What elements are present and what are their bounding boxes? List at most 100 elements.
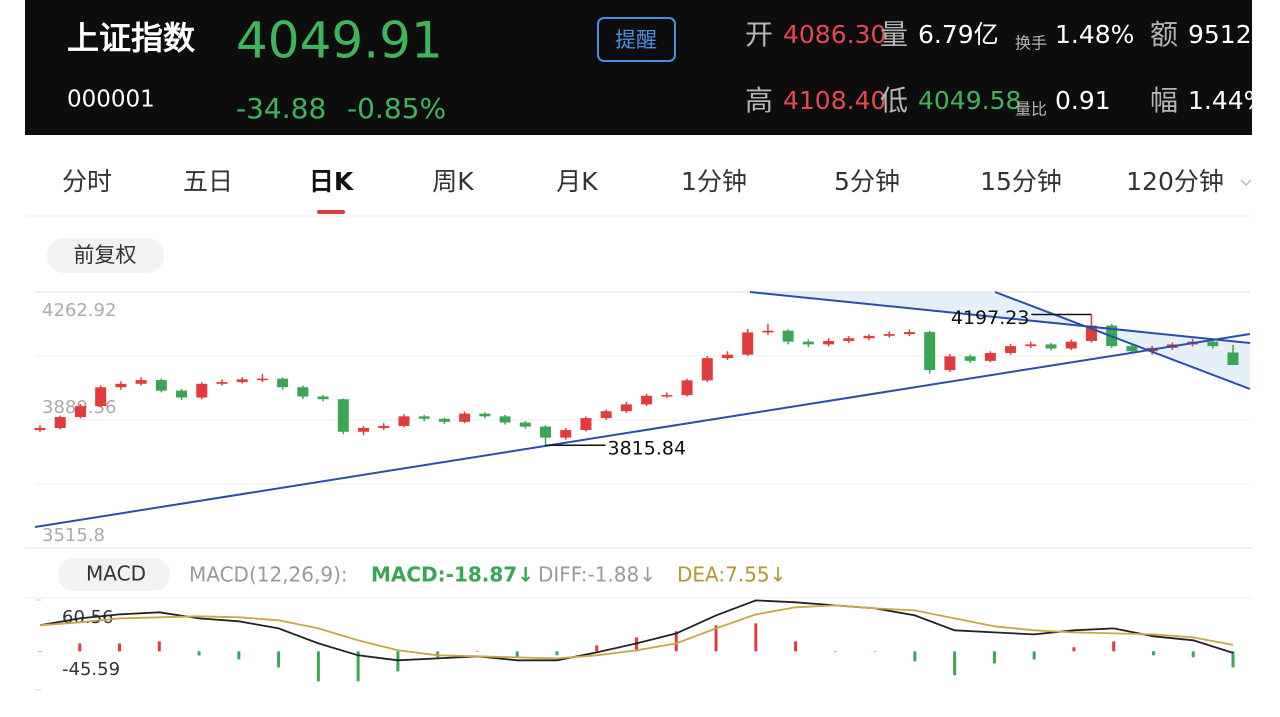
alert-button[interactable]: [597, 17, 676, 62]
candle-body: [95, 387, 107, 407]
annotation-label: 3815.84: [608, 438, 687, 460]
index-name: 上证指数: [67, 19, 196, 57]
adjust-button-label[interactable]: 前复权: [74, 243, 137, 267]
macd-bar: [833, 651, 837, 652]
candle-body: [681, 380, 693, 396]
macd-bar: [1191, 651, 1195, 658]
candle-body: [924, 332, 936, 371]
tab[interactable]: 日K: [309, 167, 355, 196]
candle-body: [418, 416, 430, 419]
candle-body: [721, 354, 733, 359]
macd-bar: [913, 651, 917, 662]
indicator-button[interactable]: [58, 558, 170, 591]
macd-bar: [953, 651, 957, 676]
stat-label: 开: [745, 18, 773, 51]
candle-body: [984, 352, 996, 361]
macd-bar: [396, 651, 400, 672]
index-code: 000001: [67, 87, 155, 113]
macd-bar: [157, 641, 161, 652]
alert-button-label[interactable]: 提醒: [615, 28, 657, 52]
candle-body: [1045, 344, 1057, 349]
tab[interactable]: 分时: [62, 167, 112, 196]
stat-label: 低: [880, 84, 908, 117]
indicator-params: MACD(12,26,9):: [189, 563, 348, 587]
stat-value: 9512: [1188, 20, 1252, 49]
right-edge: [1252, 0, 1280, 717]
macd-bar: [635, 637, 638, 652]
candle-body: [317, 396, 329, 400]
macd-bar: [674, 631, 678, 652]
tab[interactable]: 周K: [432, 167, 474, 196]
candle-body: [54, 417, 66, 429]
candle-body: [459, 413, 471, 422]
stat-label: 量: [880, 18, 908, 51]
adjust-button[interactable]: [47, 238, 164, 273]
candle-body: [1005, 346, 1017, 353]
stat-value: 0.91: [1055, 86, 1111, 115]
tab[interactable]: 120分钟: [1126, 167, 1224, 196]
candle-body: [903, 332, 915, 335]
candle-body: [135, 380, 147, 384]
macd-bar: [197, 651, 201, 656]
macd-bar: [475, 651, 479, 652]
candle-body: [337, 399, 349, 432]
macd-bar: [237, 651, 241, 660]
stat-label: 额: [1150, 18, 1178, 51]
macd-bar: [316, 651, 320, 682]
macd-bar: [515, 651, 519, 658]
candle-body: [883, 334, 895, 336]
macd-bar: [1072, 647, 1076, 652]
candle-body: [1126, 346, 1138, 352]
tab[interactable]: 月K: [556, 167, 598, 196]
indicator-readout: DEA:7.55↓: [677, 563, 786, 587]
candle-body: [479, 413, 491, 417]
candle-body: [1085, 325, 1097, 341]
candle-body: [1025, 344, 1037, 347]
candle-body: [641, 395, 653, 405]
candle-body: [155, 380, 167, 391]
tab[interactable]: 5分钟: [834, 167, 900, 196]
macd-bar: [1231, 651, 1235, 668]
stat-value: 1.44%: [1188, 86, 1267, 115]
stat-value: 4108.40: [783, 86, 886, 115]
candle-body: [782, 330, 794, 342]
candle-body: [438, 418, 450, 422]
indicator-readout: MACD:-18.87↓: [371, 563, 534, 587]
tab[interactable]: 五日: [183, 167, 233, 196]
candle-body: [519, 422, 531, 427]
tab[interactable]: 1分钟: [681, 167, 747, 196]
stat-label: 量比: [1015, 100, 1047, 119]
candle-body: [742, 332, 754, 355]
macd-bar: [356, 651, 360, 682]
candle-body: [802, 341, 814, 345]
trend-line: [994, 291, 1251, 390]
candle-body: [620, 404, 632, 412]
candle-body: [701, 358, 713, 381]
candle-body: [115, 383, 127, 388]
trend-line: [749, 291, 1251, 344]
candle-body: [256, 378, 268, 381]
macd-line: [39, 599, 1234, 662]
candle-body: [196, 383, 208, 398]
price-change: -34.88: [236, 92, 326, 125]
candle-body: [944, 356, 956, 371]
macd-bar: [873, 651, 877, 652]
indicator-readout: DIFF:-1.88↓: [538, 563, 656, 587]
candle-body: [540, 426, 552, 438]
candle-body: [1065, 341, 1077, 349]
candle-body: [661, 395, 673, 397]
stat-value: 1.48%: [1055, 20, 1134, 49]
y-tick-label: 3515.8: [42, 525, 105, 546]
annotation-label: 4197.23: [951, 307, 1030, 329]
candle-body: [34, 428, 46, 431]
stat-label: 换手: [1015, 34, 1047, 53]
macd-bar: [277, 651, 281, 668]
indicator-label[interactable]: MACD: [86, 562, 146, 586]
tab[interactable]: 15分钟: [980, 167, 1062, 196]
macd-bar: [555, 651, 559, 656]
candle-body: [176, 390, 188, 398]
stat-value: 6.79亿: [918, 20, 999, 49]
candle-body: [600, 411, 612, 419]
header-content: 上证指数 4049.91 000001 -34.88 -0.85% 提醒 开 40…: [67, 12, 1267, 126]
macd-line: [39, 604, 1234, 660]
